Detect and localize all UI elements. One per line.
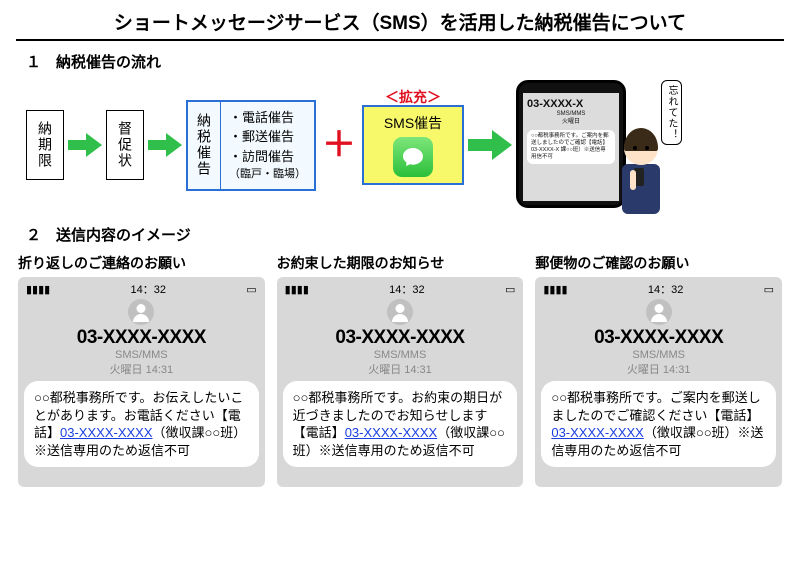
reminder-detail-list: ・電話催告 ・郵送催告 ・訪問催告 （臨戸・臨場）: [221, 102, 314, 189]
illus-phone: 03-XXXX-X SMS/MMS火曜日 ○○都税事務所です。ご案内を郵送しまし…: [516, 80, 626, 208]
avatar-icon: [128, 299, 154, 325]
mockup-caption: 郵便物のご確認のお願い: [535, 253, 782, 273]
step-due-date-label: 納期限: [35, 121, 55, 169]
timestamp: 火曜日 14:31: [24, 361, 259, 377]
timestamp: 火曜日 14:31: [541, 361, 776, 377]
message-bubble: ○○都税事務所です。お約束の期日が近づきましたのでお知らせします【電話】03-X…: [283, 381, 518, 467]
sms-mockup-row: 折り返しのご連絡のお願い ▮▮▮▮ 14：32 ▭ 03-XXXX-XXXX S…: [18, 253, 782, 487]
protocol-label: SMS/MMS: [541, 349, 776, 361]
protocol-label: SMS/MMS: [24, 349, 259, 361]
sms-mockup: 郵便物のご確認のお願い ▮▮▮▮ 14：32 ▭ 03-XXXX-XXXX SM…: [535, 253, 782, 487]
flow-diagram: 納期限 督促状 納税催告 ・電話催告 ・郵送催告 ・訪問催告 （臨戸・臨場） ＋…: [26, 80, 784, 210]
arrow-icon: [468, 130, 512, 160]
phone-link[interactable]: 03-XXXX-XXXX: [60, 425, 153, 440]
phone-link[interactable]: 03-XXXX-XXXX: [551, 425, 644, 440]
step-dunning-label: 督促状: [115, 121, 135, 169]
mockup-caption: 折り返しのご連絡のお願い: [18, 253, 265, 273]
reminder-detail-title: 納税催告: [194, 113, 214, 177]
illustration: 03-XXXX-X SMS/MMS火曜日 ○○都税事務所です。ご案内を郵送しまし…: [516, 80, 666, 210]
signal-icon: ▮▮▮▮: [543, 283, 567, 296]
phone-number: 03-XXXX-XXXX: [24, 327, 259, 349]
sms-reminder-box: SMS催告: [362, 105, 464, 185]
step-due-date: 納期限: [26, 110, 64, 180]
speech-bubble: 忘れてた！: [661, 80, 682, 145]
signal-icon: ▮▮▮▮: [285, 283, 309, 296]
list-item-sub: （臨戸・臨場）: [229, 166, 306, 183]
step-reminder-detail: 納税催告 ・電話催告 ・郵送催告 ・訪問催告 （臨戸・臨場）: [186, 100, 316, 191]
person-icon: [614, 118, 668, 214]
status-time: 14：32: [131, 281, 166, 297]
avatar-icon: [646, 299, 672, 325]
arrow-icon: [68, 133, 102, 157]
status-time: 14：32: [648, 281, 683, 297]
illus-phone-bubble: ○○都税事務所です。ご案内を郵送しましたのでご確認【電話】03-XXXX-X 課…: [527, 130, 615, 165]
battery-icon: ▭: [246, 283, 256, 296]
list-item: ・郵送催告: [229, 127, 306, 147]
message-bubble: ○○都税事務所です。お伝えしたいことがあります。お電話ください【電話】03-XX…: [24, 381, 259, 467]
phone-link[interactable]: 03-XXXX-XXXX: [345, 425, 438, 440]
battery-icon: ▭: [505, 283, 515, 296]
section2-heading: ２ 送信内容のイメージ: [26, 224, 784, 245]
section1-heading: １ 納税催告の流れ: [26, 51, 784, 72]
timestamp: 火曜日 14:31: [283, 361, 518, 377]
phone-number: 03-XXXX-XXXX: [283, 327, 518, 349]
message-app-icon: [393, 137, 433, 177]
list-item: ・訪問催告: [229, 147, 306, 167]
page-title: ショートメッセージサービス（SMS）を活用した納税催告について: [16, 8, 784, 41]
status-time: 14：32: [389, 281, 424, 297]
plus-icon: ＋: [320, 128, 358, 162]
sms-mockup: 折り返しのご連絡のお願い ▮▮▮▮ 14：32 ▭ 03-XXXX-XXXX S…: [18, 253, 265, 487]
avatar-icon: [387, 299, 413, 325]
protocol-label: SMS/MMS: [283, 349, 518, 361]
sms-mockup: お約束した期限のお知らせ ▮▮▮▮ 14：32 ▭ 03-XXXX-XXXX S…: [277, 253, 524, 487]
battery-icon: ▭: [764, 283, 774, 296]
sms-reminder-label: SMS催告: [368, 113, 458, 133]
illus-phone-number: 03-XXXX-X: [527, 97, 615, 111]
mockup-caption: お約束した期限のお知らせ: [277, 253, 524, 273]
expand-label: ＜拡充＞: [385, 87, 441, 107]
list-item: ・電話催告: [229, 108, 306, 128]
phone-number: 03-XXXX-XXXX: [541, 327, 776, 349]
arrow-icon: [148, 133, 182, 157]
signal-icon: ▮▮▮▮: [26, 283, 50, 296]
message-bubble: ○○都税事務所です。ご案内を郵送しましたのでご確認ください【電話】03-XXXX…: [541, 381, 776, 467]
step-dunning: 督促状: [106, 110, 144, 180]
